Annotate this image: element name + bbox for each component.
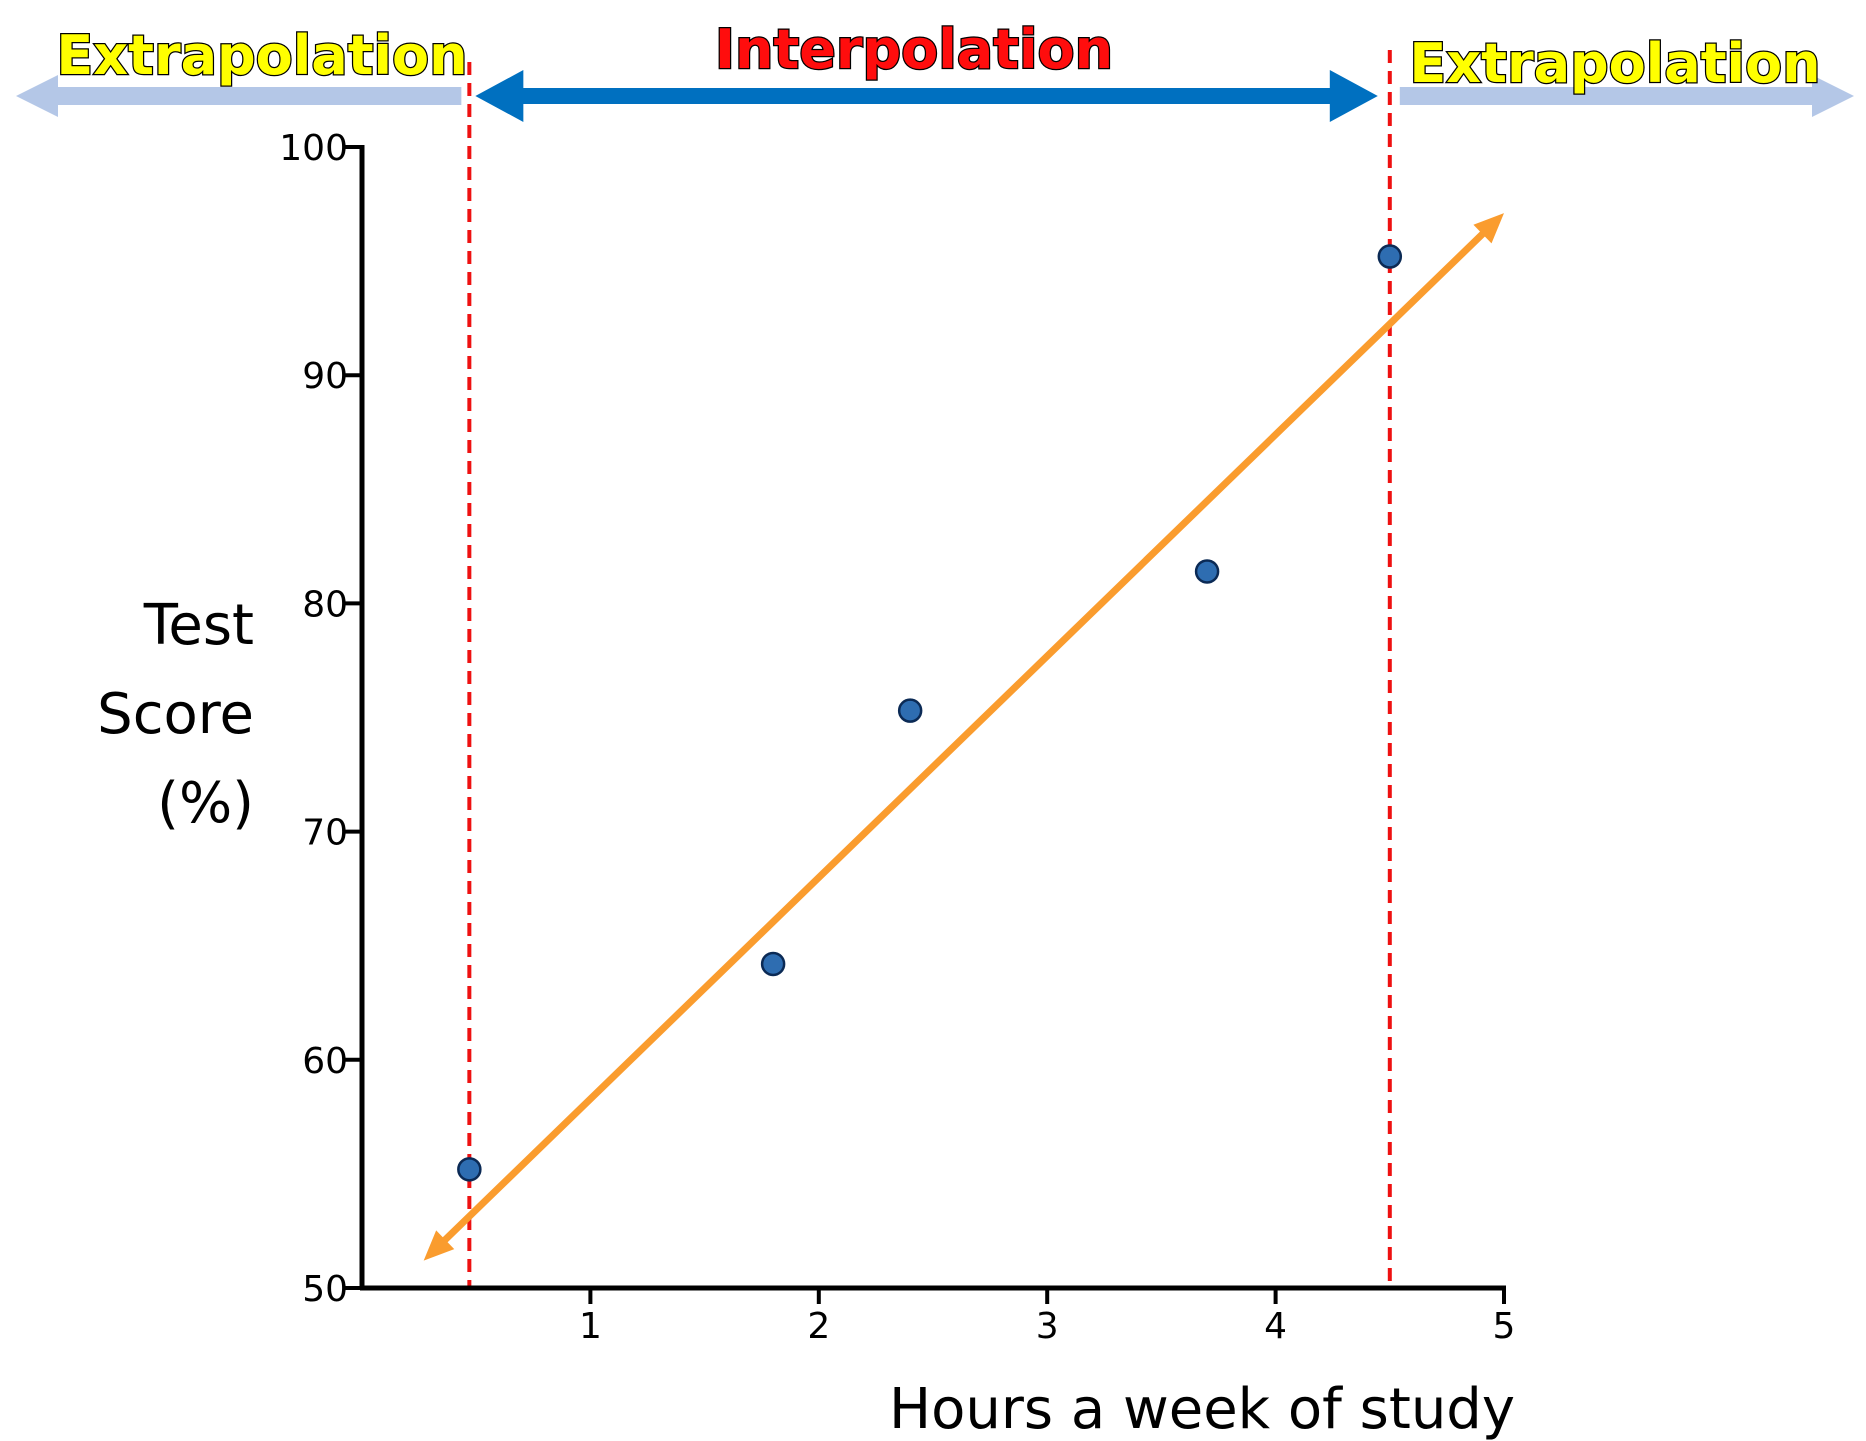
axes: 50 60 70 80 90 100 1 2 3 4 5 — [279, 128, 1515, 1347]
x-tick-label: 2 — [807, 1306, 830, 1347]
y-tick-label: 90 — [302, 356, 348, 397]
data-points — [457, 244, 1403, 1182]
y-axis-title: Test Score (%) — [97, 593, 254, 836]
data-point — [760, 951, 786, 977]
right-extrapolation-arrow — [1399, 75, 1854, 117]
x-tick-label: 4 — [1264, 1306, 1287, 1347]
trend-line-path — [439, 228, 1488, 1246]
y-tick-label: 50 — [302, 1269, 348, 1310]
x-tick-label: 5 — [1493, 1306, 1516, 1347]
y-tick-label: 80 — [302, 584, 348, 625]
trend-line — [423, 213, 1504, 1261]
left-extrapolation-label: Extrapolation — [56, 24, 467, 87]
y-axis-title-line-3: (%) — [157, 771, 254, 836]
y-tick-label: 60 — [302, 1041, 348, 1082]
x-tick-label: 1 — [579, 1306, 602, 1347]
data-point — [1377, 244, 1403, 269]
interpolation-label: Interpolation — [715, 18, 1113, 81]
x-axis-title: Hours a week of study — [889, 1377, 1515, 1441]
trend-line-start-arrowhead — [423, 1230, 455, 1261]
right-extrapolation-label: Extrapolation — [1409, 32, 1820, 95]
trend-line-end-arrowhead — [1473, 213, 1504, 244]
interpolation-arrow — [475, 70, 1378, 122]
y-axis-ticks: 50 60 70 80 90 100 — [279, 128, 362, 1310]
data-point — [457, 1157, 482, 1182]
y-axis-title-line-2: Score — [97, 682, 254, 747]
y-tick-label: 100 — [279, 128, 348, 169]
data-point — [1194, 559, 1220, 584]
x-axis-ticks: 1 2 3 4 5 — [579, 1288, 1516, 1347]
left-extrapolation-arrow — [16, 75, 462, 117]
x-tick-label: 3 — [1036, 1306, 1059, 1347]
y-tick-label: 70 — [302, 813, 348, 854]
region-arrows — [16, 70, 1854, 122]
y-axis-title-line-1: Test — [143, 593, 254, 658]
data-point — [897, 698, 923, 723]
